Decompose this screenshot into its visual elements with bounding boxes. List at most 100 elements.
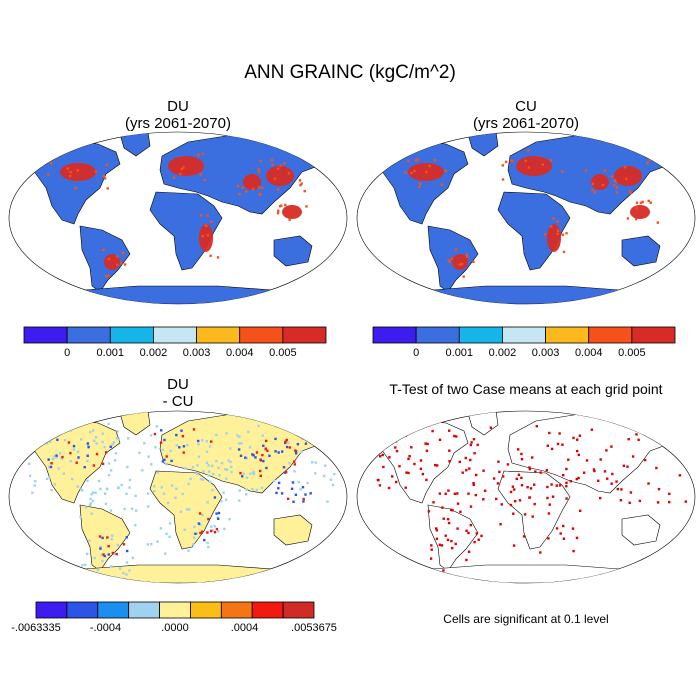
colorbar-swatch xyxy=(196,326,241,344)
diff-cell-red xyxy=(199,531,202,535)
ttest-cell xyxy=(550,447,554,451)
diff-cell-lightblue xyxy=(161,448,164,452)
ttest-cell xyxy=(398,465,401,468)
diff-cell-lightblue xyxy=(229,460,232,464)
cu-cell xyxy=(556,232,559,236)
ttest-cell xyxy=(558,484,562,487)
ttest-cell xyxy=(528,466,531,469)
cu-cell xyxy=(614,180,617,183)
ttest-cell xyxy=(687,454,691,457)
du-cell xyxy=(182,166,185,169)
diff-cell-lightblue xyxy=(87,444,90,447)
ttest-cell xyxy=(558,432,561,435)
diff-cell-blue xyxy=(251,453,254,456)
cu-cell xyxy=(641,200,644,204)
diff-cell-lightblue xyxy=(288,461,291,465)
diff-cell-lightblue xyxy=(314,461,317,464)
diff-cell-lightblue xyxy=(252,473,256,476)
du-cell xyxy=(47,173,50,176)
ttest-cell xyxy=(556,442,560,446)
diff-cell-lightblue xyxy=(260,486,264,489)
diff-cell-lightblue xyxy=(245,493,248,496)
ttest-cell xyxy=(456,527,459,530)
diff-cell-lightblue xyxy=(181,492,184,496)
cu-cell xyxy=(593,191,597,194)
diff-cell-lightblue xyxy=(202,470,205,473)
diff-cell-lightblue xyxy=(126,465,129,469)
diff-cell-red xyxy=(92,464,96,467)
diff-cell-red xyxy=(115,553,118,556)
diff-cell-lightblue xyxy=(69,429,73,432)
diff-cell-red xyxy=(265,439,268,443)
diff-cell-lightblue xyxy=(212,472,215,476)
map-cu-cells xyxy=(404,149,659,278)
ttest-cell xyxy=(492,477,496,480)
diff-cell-lightblue xyxy=(247,430,250,434)
diff-cell-lightblue xyxy=(201,439,204,442)
ttest-cell xyxy=(635,433,638,436)
ttest-cell xyxy=(499,523,502,526)
diff-cell-lightblue xyxy=(76,450,80,453)
diff-cell-lightblue xyxy=(273,479,276,483)
diff-cell-blue xyxy=(275,491,278,495)
diff-cell-lightblue xyxy=(119,567,122,570)
colorbar-swatch xyxy=(35,601,68,619)
ttest-cell xyxy=(489,426,493,429)
du-cell xyxy=(106,187,109,190)
cu-cell xyxy=(634,218,638,221)
ttest-cell xyxy=(419,467,423,470)
diff-cell-lightblue xyxy=(162,492,166,495)
diff-cell-blue xyxy=(292,500,295,503)
colorbar-label: .0000 xyxy=(161,622,189,634)
diff-cell-blue xyxy=(163,458,166,461)
diff-cell-lightblue xyxy=(169,449,172,452)
diff-cell-lightblue xyxy=(50,489,53,492)
diff-cell-lightblue xyxy=(89,497,92,501)
cu-cell xyxy=(472,260,475,263)
diff-cell-lightblue xyxy=(311,461,314,464)
ttest-cell xyxy=(408,455,411,458)
diff-cell-red xyxy=(206,531,209,534)
diff-cell-blue xyxy=(77,456,80,459)
diff-cell-red xyxy=(207,517,210,521)
diff-cell-lightblue xyxy=(134,524,137,527)
ttest-cell xyxy=(381,453,384,457)
diff-cell-lightblue xyxy=(338,432,341,435)
diff-cell-lightblue xyxy=(206,501,209,504)
du-cell xyxy=(172,176,176,179)
diff-cell-lightblue xyxy=(141,469,144,472)
colorbar-label: 0 xyxy=(413,347,419,359)
cu-cell xyxy=(584,169,588,172)
diff-cell-lightblue xyxy=(168,522,172,525)
diff-cell-lightblue xyxy=(168,535,171,538)
cu-cell xyxy=(646,161,649,165)
diff-cell-lightblue xyxy=(170,484,174,487)
ttest-cell xyxy=(467,492,470,495)
cu-hotspot-1 xyxy=(516,156,552,176)
panel-cu-title: CU (yrs 2061-2070) xyxy=(396,98,656,132)
diff-cell-lightblue xyxy=(228,518,231,521)
ttest-cell xyxy=(546,496,549,500)
diff-cell-red xyxy=(69,451,72,455)
ttest-cell xyxy=(685,461,689,464)
cu-hotspot-3 xyxy=(614,166,642,186)
diff-cell-lightblue xyxy=(197,443,200,446)
diff-cell-lightblue xyxy=(227,459,230,462)
panel-diff-title-text: DU xyxy=(167,376,189,393)
diff-cell-lightblue xyxy=(238,435,241,438)
cu-cell xyxy=(561,233,564,236)
diff-cell-lightblue xyxy=(63,439,67,442)
diff-cell-blue xyxy=(304,442,308,445)
diff-cell-red xyxy=(198,512,202,515)
diff-cell-blue xyxy=(103,554,106,558)
du-hotspot-0 xyxy=(60,163,96,181)
cu-cell xyxy=(413,169,416,173)
diff-cell-lightblue xyxy=(165,532,168,535)
ttest-cell xyxy=(539,471,542,474)
ttest-cell xyxy=(482,498,485,501)
diff-cell-lightblue xyxy=(77,423,80,426)
ttest-cell xyxy=(497,460,500,463)
diff-cell-lightblue xyxy=(112,441,116,444)
ttest-cell xyxy=(590,428,594,431)
